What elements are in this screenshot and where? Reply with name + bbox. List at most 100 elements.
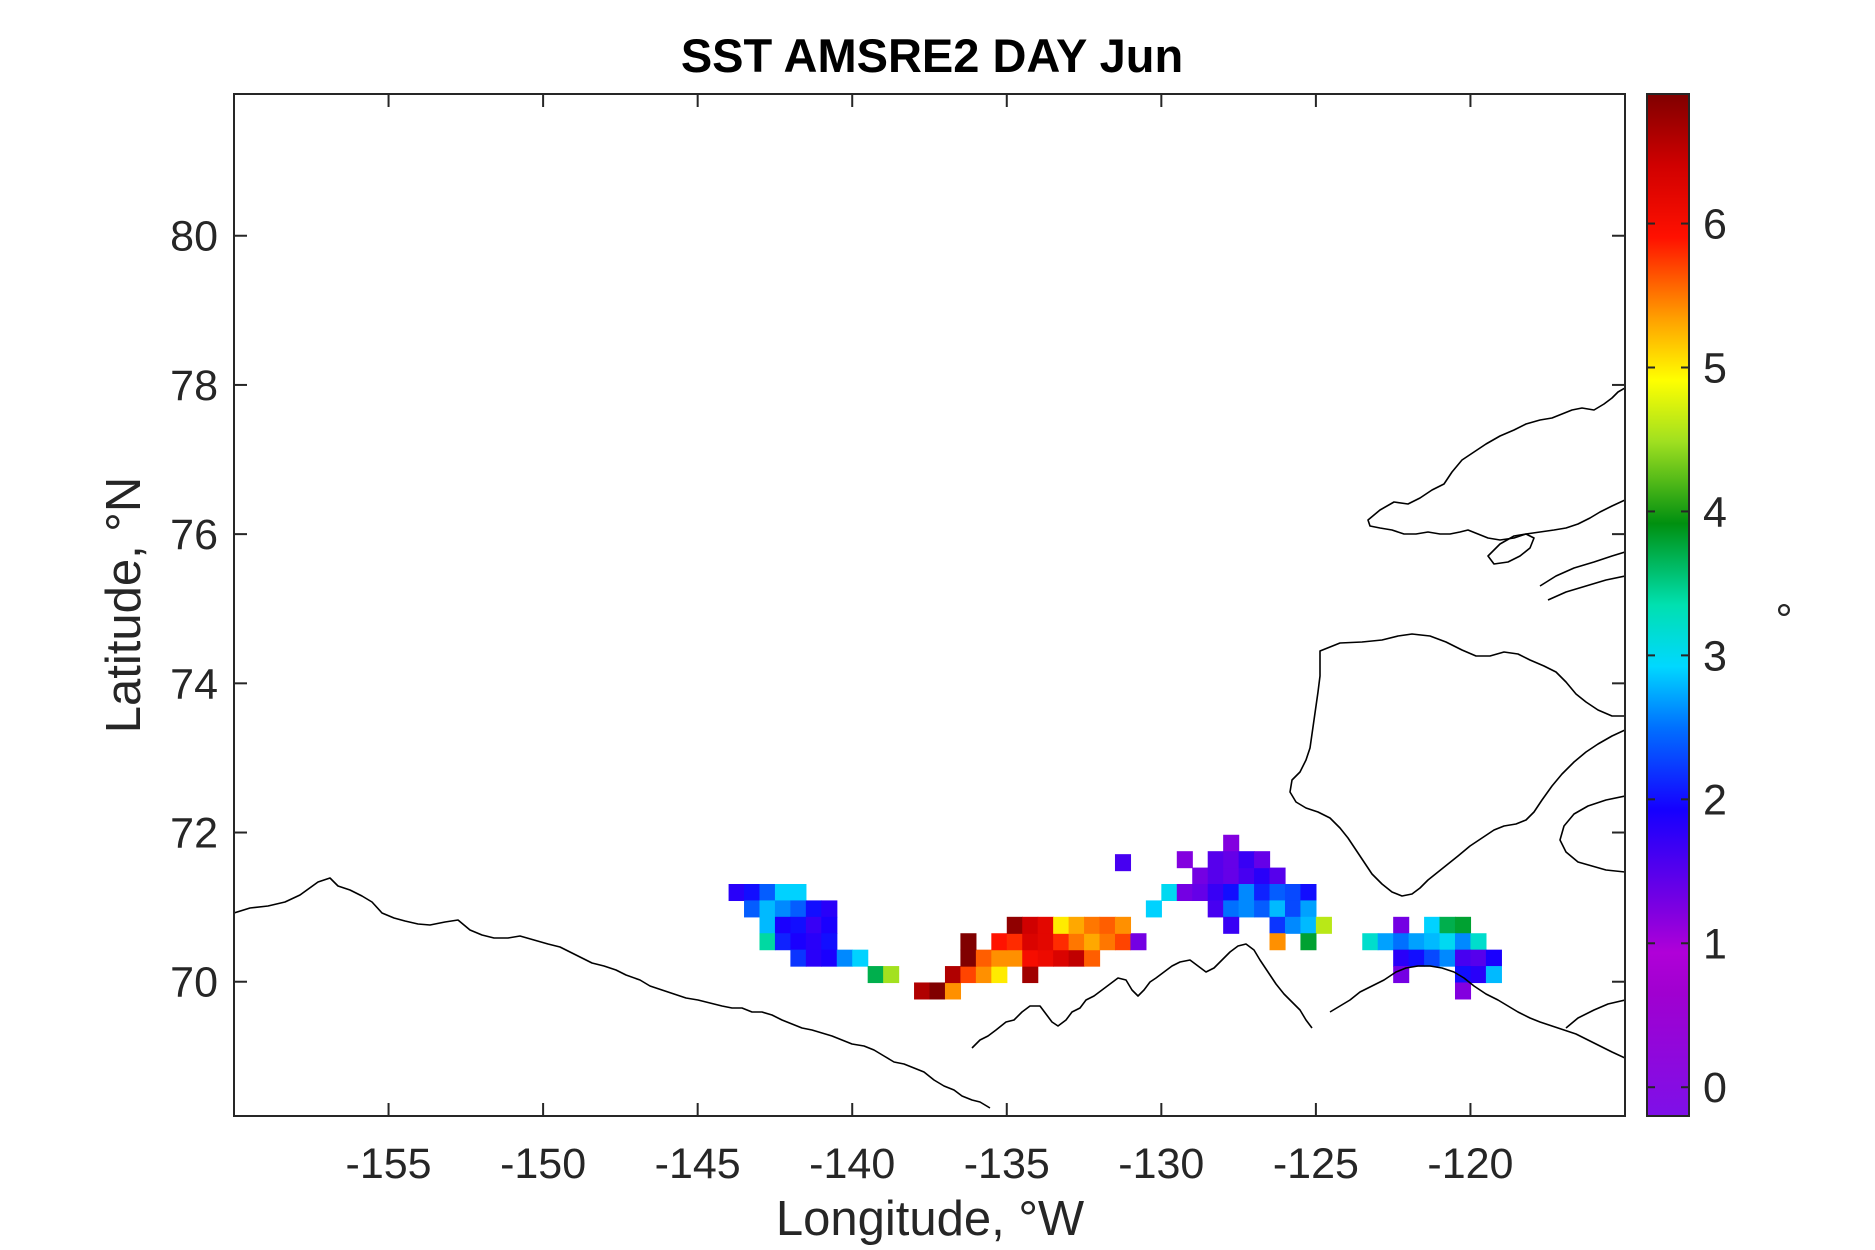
- sst-cell: [1254, 851, 1271, 869]
- sst-cell: [1439, 949, 1456, 967]
- sst-cell: [1254, 867, 1271, 885]
- sst-cell: [1454, 949, 1472, 967]
- melville-island: [1367, 387, 1625, 541]
- sst-cell: [867, 966, 884, 984]
- colorbar-tick-label: 1: [1703, 920, 1727, 968]
- sst-cell: [790, 933, 807, 951]
- sst-cell: [1037, 933, 1054, 951]
- sst-cell: [1238, 884, 1255, 902]
- sst-cell: [1084, 949, 1101, 967]
- sst-cell: [1300, 900, 1317, 918]
- sst-cell: [929, 982, 946, 1000]
- sst-cell: [1269, 900, 1286, 918]
- sst-cell: [914, 982, 931, 1000]
- sst-cell: [1207, 884, 1224, 902]
- sst-cell: [975, 949, 992, 967]
- sst-cell: [836, 949, 853, 967]
- sst-cell: [1454, 916, 1472, 934]
- x-axis-label: Longitude, °W: [776, 1192, 1085, 1246]
- y-axis: 70 72 74 76 78 80: [170, 213, 1625, 1007]
- sst-cell: [1408, 933, 1425, 951]
- sst-cell: [1207, 900, 1224, 918]
- sst-cell: [1300, 933, 1317, 951]
- sst-cell: [1223, 916, 1240, 934]
- sst-cell: [1377, 933, 1394, 951]
- sst-cell: [821, 949, 838, 967]
- sst-cell: [1238, 851, 1255, 869]
- sst-cell: [960, 966, 977, 984]
- colorbar-label: °: [1750, 601, 1798, 618]
- sst-cell: [821, 933, 838, 951]
- prince-patrick-strait: [1539, 551, 1625, 601]
- sst-cell: [1300, 916, 1317, 934]
- sst-cell: [759, 884, 776, 902]
- y-axis-label: Latitude, °N: [97, 477, 151, 734]
- sst-cell: [1284, 884, 1302, 902]
- sst-cell: [1037, 916, 1054, 934]
- sst-cell: [1053, 949, 1070, 967]
- x-tick-label: -140: [809, 1140, 895, 1188]
- x-tick-label: -120: [1427, 1140, 1513, 1188]
- sst-cell: [1022, 966, 1039, 984]
- victoria-island: [1559, 795, 1625, 873]
- sst-cell: [1223, 867, 1240, 885]
- sst-cell: [1424, 949, 1441, 967]
- sst-cell: [960, 933, 977, 951]
- sst-cell: [944, 966, 962, 984]
- colorbar-tick-label: 5: [1703, 344, 1727, 392]
- colorbar-ticks: 0 1 2 3 4 5 6: [1647, 201, 1727, 1112]
- sst-cell: [1022, 916, 1039, 934]
- sst-cell: [774, 900, 791, 918]
- sst-cell: [1207, 851, 1224, 869]
- x-axis: -155 -150 -145 -140 -135 -130 -125 -120: [346, 94, 1513, 1188]
- sst-cell: [744, 884, 761, 902]
- sst-cell: [1207, 867, 1224, 885]
- sst-cell: [1022, 933, 1039, 951]
- sst-cell: [1238, 900, 1255, 918]
- small-island: [1487, 533, 1535, 565]
- y-tick-label: 74: [170, 660, 218, 708]
- sst-cell: [1393, 966, 1410, 984]
- x-tick-label: -150: [500, 1140, 586, 1188]
- sst-cell: [1408, 949, 1425, 967]
- sst-cell: [790, 884, 807, 902]
- sst-cell: [805, 933, 822, 951]
- mackenzie-delta-coast: [971, 943, 1313, 1049]
- sst-cell: [883, 966, 900, 984]
- sst-cell: [1084, 933, 1101, 951]
- sst-cell: [1269, 933, 1286, 951]
- colorbar-tick-label: 2: [1703, 776, 1727, 824]
- sst-cell: [1006, 949, 1023, 967]
- sst-cell: [1393, 933, 1410, 951]
- sst-cell: [1485, 949, 1502, 967]
- colorbar: [1646, 93, 1690, 1117]
- sst-cell: [790, 900, 807, 918]
- sst-cell: [1424, 916, 1441, 934]
- sst-cells: [728, 834, 1502, 1000]
- sst-cell: [1068, 933, 1085, 951]
- sst-cell: [1114, 916, 1132, 934]
- sst-cell: [1424, 933, 1441, 951]
- sst-cell: [1454, 933, 1472, 951]
- sst-cell: [1068, 949, 1085, 967]
- x-tick-label: -145: [655, 1140, 741, 1188]
- sst-cell: [805, 916, 822, 934]
- y-tick-label: 72: [170, 810, 218, 858]
- sst-cell: [1084, 916, 1101, 934]
- sst-cell: [1223, 884, 1240, 902]
- sst-cell: [1176, 851, 1193, 869]
- sst-cell: [1254, 900, 1271, 918]
- sst-cell: [991, 933, 1008, 951]
- sst-cell: [1130, 933, 1147, 951]
- sst-cell: [1254, 884, 1271, 902]
- sst-cell: [1114, 933, 1132, 951]
- colorbar-tick-label: 4: [1703, 488, 1727, 536]
- sst-cell: [1284, 916, 1302, 934]
- sst-cell: [1284, 900, 1302, 918]
- sst-cell: [1470, 933, 1487, 951]
- sst-cell: [1393, 949, 1410, 967]
- sst-cell: [1439, 933, 1456, 951]
- cape-bathurst-coast: [1329, 965, 1625, 1059]
- y-tick-label: 76: [170, 511, 218, 559]
